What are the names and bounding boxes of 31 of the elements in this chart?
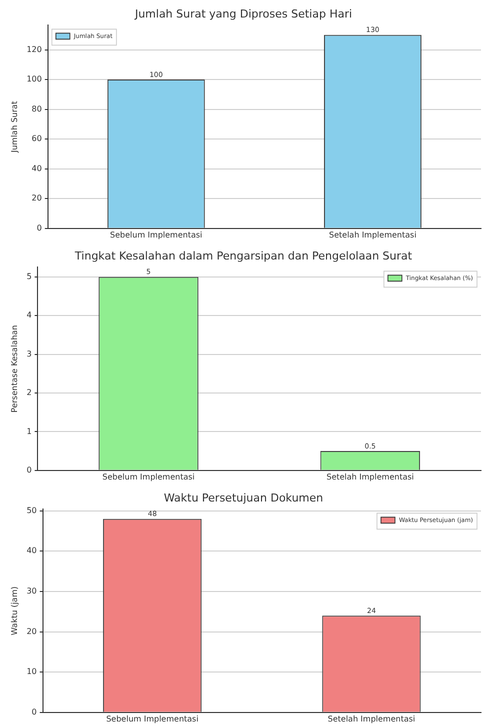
y-tick-label: 2 <box>26 388 32 398</box>
x-tick-label: Setelah Implementasi <box>328 714 416 724</box>
y-tick-label: 0 <box>26 465 32 474</box>
chart-title: Jumlah Surat yang Diproses Setiap Hari <box>134 7 352 20</box>
y-tick-label: 0 <box>32 707 37 716</box>
y-tick-label: 10 <box>26 667 37 676</box>
y-tick-label: 20 <box>26 626 37 636</box>
y-tick-label: 4 <box>26 310 32 320</box>
y-tick-label: 30 <box>26 586 37 596</box>
y-tick-label: 1 <box>26 426 32 436</box>
x-tick-label: Sebelum Implementasi <box>102 472 195 482</box>
x-tick-label: Sebelum Implementasi <box>110 230 202 240</box>
y-tick-label: 5 <box>26 272 32 281</box>
chart-title: Waktu Persetujuan Dokumen <box>164 491 324 504</box>
y-tick-label: 120 <box>26 44 42 54</box>
y-tick-label: 100 <box>26 74 42 84</box>
y-axis-title: Persentase Kesalahan <box>10 325 19 413</box>
y-tick-label: 40 <box>26 546 37 556</box>
x-tick-label: Setelah Implementasi <box>329 230 416 240</box>
y-tick-label: 60 <box>32 134 42 144</box>
y-axis-title: Jumlah Surat <box>10 101 19 154</box>
y-tick-label: 50 <box>26 506 37 515</box>
x-tick-label: Setelah Implementasi <box>326 472 414 482</box>
x-tick-label: Sebelum Implementasi <box>106 714 198 724</box>
y-tick-label: 80 <box>32 104 42 114</box>
y-axis-title: Waktu (jam) <box>10 586 19 636</box>
chart-title: Tingkat Kesalahan dalam Pengarsipan dan Pengelolaan Surat <box>74 249 413 262</box>
y-tick-label: 0 <box>36 223 42 232</box>
y-tick-label: 20 <box>32 194 42 203</box>
y-tick-label: 40 <box>32 164 42 173</box>
y-tick-label: 3 <box>26 349 32 358</box>
